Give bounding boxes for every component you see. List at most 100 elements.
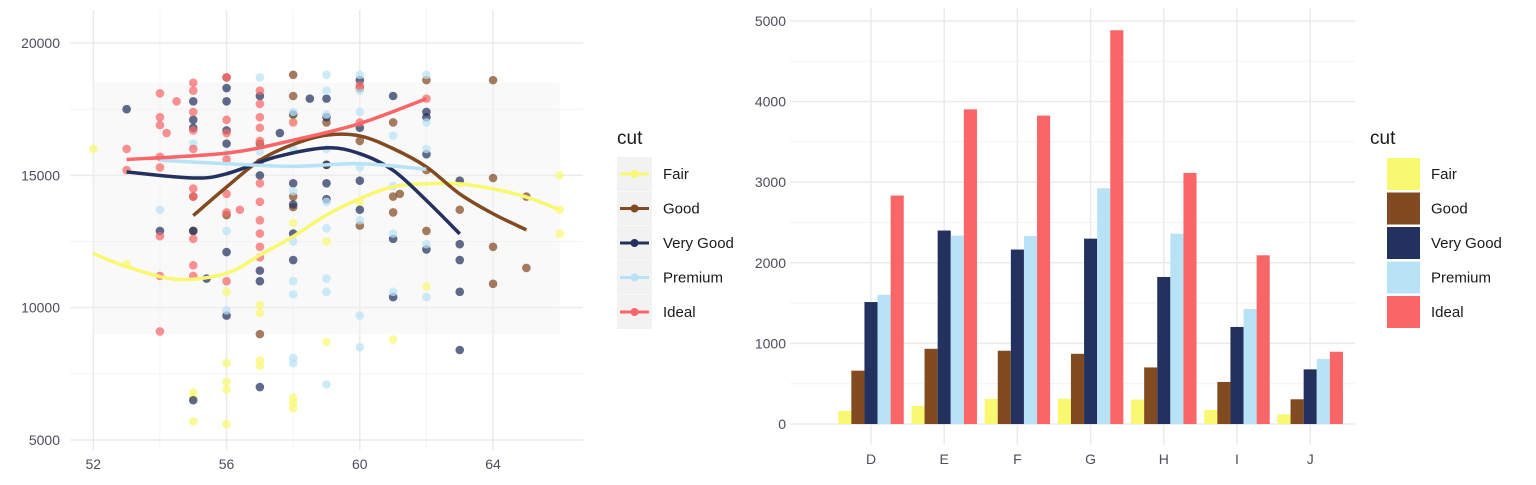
scatter-point	[322, 70, 331, 80]
scatter-point	[422, 239, 431, 249]
scatter-point	[522, 263, 531, 273]
scatter-point	[255, 179, 265, 188]
scatter-panel: 52 56 60 64 5000 10000 15000 20000	[21, 10, 583, 472]
scatter-point	[188, 184, 198, 193]
scatter-point	[188, 226, 198, 236]
bar	[1303, 369, 1317, 425]
scatter-point	[155, 89, 165, 98]
scatter-point	[422, 70, 431, 80]
x-tick-label: 64	[485, 456, 501, 472]
smooth-line	[92, 181, 561, 282]
y-tick-label: 3000	[755, 174, 786, 190]
scatter-point	[188, 192, 198, 201]
bar	[924, 348, 938, 425]
legend-label: Premium	[1431, 270, 1491, 287]
scatter-point	[388, 229, 398, 238]
scatter-point	[288, 70, 298, 80]
scatter-point	[255, 276, 265, 286]
scatter-point	[422, 292, 431, 302]
scatter-point	[222, 226, 231, 236]
y-tick-label: 5000	[29, 432, 60, 448]
scatter-point	[155, 231, 165, 241]
scatter-point	[222, 385, 231, 394]
scatter-point	[488, 242, 498, 252]
bar	[864, 302, 878, 425]
scatter-point	[455, 345, 465, 355]
scatter-point	[422, 282, 431, 291]
scatter-point	[322, 380, 331, 389]
scatter-point	[222, 358, 231, 368]
scatter-point	[222, 73, 231, 82]
y-tick-label: 1000	[755, 335, 786, 351]
scatter-point	[222, 115, 231, 125]
bar	[1144, 367, 1158, 425]
scatter-point	[288, 179, 298, 188]
bar	[1110, 30, 1124, 425]
scatter-point	[235, 205, 245, 215]
scatter-point	[188, 126, 198, 135]
scatter-point	[395, 189, 405, 199]
scatter-point	[422, 118, 431, 127]
y-tick-label: 10000	[21, 300, 60, 316]
scatter-point	[388, 118, 398, 127]
scatter-point	[255, 242, 265, 252]
legend-key-point	[630, 273, 639, 282]
legend-label: Premium	[663, 270, 723, 287]
scatter-point	[188, 144, 198, 154]
bar-legend: cut Fair Good Very Good Premium Ideal	[1370, 128, 1502, 328]
scatter-legend: cut Fair Good Very Good Premium Ideal	[617, 128, 734, 329]
bar	[1170, 233, 1184, 425]
scatter-point	[255, 73, 265, 82]
bar	[1131, 399, 1145, 425]
y-tick-label: 2000	[755, 255, 786, 271]
scatter-point	[488, 173, 498, 183]
scatter-point	[255, 123, 265, 133]
scatter-point	[288, 186, 298, 196]
scatter-point	[222, 419, 231, 429]
scatter-point	[355, 311, 365, 320]
scatter-point	[288, 255, 298, 265]
bar	[1277, 414, 1291, 425]
bar	[911, 405, 925, 425]
y-tick-label: 20000	[21, 35, 60, 51]
scatter-point	[388, 335, 398, 344]
scatter-point	[222, 377, 231, 387]
scatter-point	[255, 382, 265, 392]
y-tick-label: 5000	[755, 13, 786, 29]
scatter-point	[188, 107, 198, 117]
scatter-point	[322, 223, 331, 233]
scatter-point	[555, 171, 564, 180]
bar	[1290, 399, 1304, 425]
scatter-point	[222, 83, 231, 93]
scatter-point	[222, 155, 231, 164]
scatter-point	[322, 287, 331, 297]
bar	[838, 410, 852, 425]
scatter-point	[255, 99, 265, 109]
legend-label: Fair	[663, 166, 689, 183]
scatter-point	[388, 208, 398, 217]
scatter-point	[188, 78, 198, 88]
scatter-point	[288, 91, 298, 101]
x-tick-label: D	[866, 451, 876, 467]
scatter-point	[255, 171, 265, 180]
scatter-point	[355, 216, 365, 225]
scatter-point	[422, 144, 431, 154]
smooth-line	[126, 146, 461, 236]
y-tick-label: 15000	[21, 167, 60, 183]
scatter-point	[222, 96, 231, 106]
scatter-point	[255, 300, 265, 310]
scatter-point	[188, 96, 198, 106]
scatter-point	[355, 70, 365, 80]
bar	[997, 350, 1011, 425]
bar	[963, 109, 977, 425]
scatter-point	[288, 290, 298, 299]
bar	[1097, 188, 1111, 425]
bar	[1157, 276, 1171, 425]
legend-key-point	[630, 239, 639, 247]
bar	[984, 398, 998, 425]
legend-key-swatch	[1387, 261, 1420, 294]
scatter-point	[455, 239, 465, 249]
scatter-point	[388, 91, 398, 101]
smooth-line	[126, 96, 428, 162]
